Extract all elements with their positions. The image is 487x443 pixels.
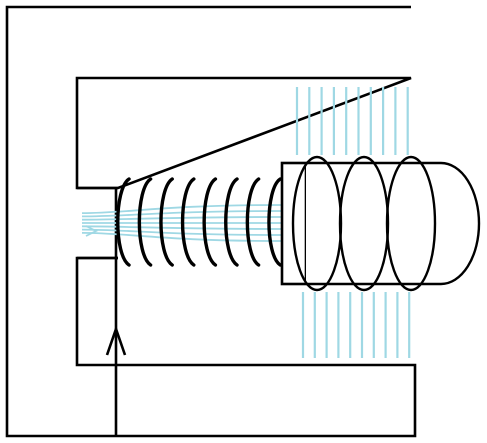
core-field-line (81, 216, 283, 221)
upper-field-lines (295, 87, 409, 155)
solenoid-coil (77, 177, 282, 267)
lead-wire (105, 188, 127, 436)
coil-turn (159, 177, 174, 267)
coil-turn (137, 177, 153, 267)
coil-turn (180, 177, 196, 267)
core-field-line (81, 232, 283, 242)
core-field-line (81, 210, 283, 218)
armature-body (306, 161, 481, 286)
core-field-line (81, 225, 283, 230)
current-arrow-icon (105, 325, 127, 356)
armature-disc-stack (280, 155, 481, 292)
coil-turn (267, 177, 282, 267)
field-arrow-icon (85, 225, 99, 237)
core-field-line (81, 228, 283, 236)
core-field-line (81, 204, 283, 214)
coil-turn (224, 177, 239, 267)
coil-turn (202, 177, 218, 267)
coil-turn (116, 177, 131, 267)
armature-disc (385, 155, 437, 292)
lower-field-lines (301, 292, 411, 358)
coil-turn (245, 177, 261, 267)
core-field-lines (81, 204, 283, 242)
